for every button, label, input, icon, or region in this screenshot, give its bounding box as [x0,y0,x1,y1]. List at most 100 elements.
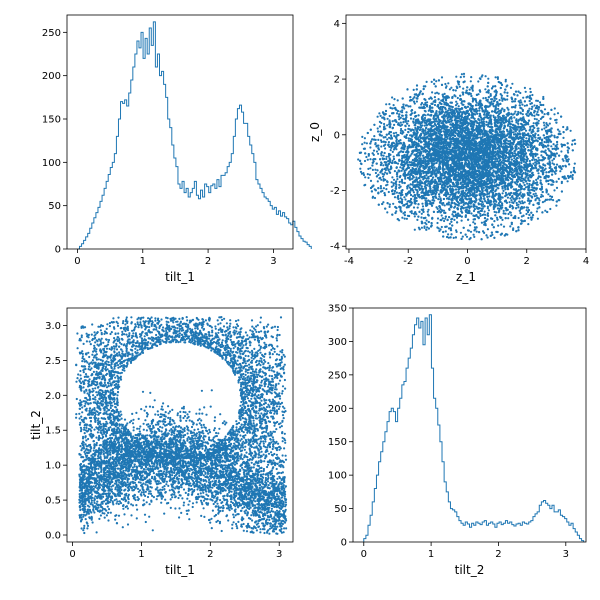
scatter-point [548,157,551,160]
scatter-point [462,72,466,75]
scatter-point [434,92,437,95]
scatter-point [377,138,380,141]
scatter-point [369,158,372,161]
scatter-point [465,235,469,238]
scatter-point [457,105,460,108]
scatter-point [517,110,520,114]
scatter-point [507,140,510,143]
scatter-point [401,109,404,112]
scatter-point [414,188,417,191]
scatter-point [510,120,514,123]
scatter-point [395,183,398,186]
scatter-point [537,119,540,122]
scatter-point [435,167,438,170]
scatter-point [569,129,572,132]
scatter-point [455,75,458,78]
scatter-point [479,212,482,215]
scatter-point [537,134,540,137]
scatter-point [424,127,428,130]
scatter-point [459,182,462,185]
scatter-point [371,168,374,171]
scatter-point [529,94,532,97]
scatter-point [568,175,571,178]
scatter-point [542,103,545,107]
scatter-point [545,191,548,194]
scatter-point [468,238,471,241]
scatter-point [511,178,514,181]
scatter-point [431,91,434,94]
scatter-point [435,161,438,165]
scatter-point [396,162,400,165]
scatter-point [555,163,559,166]
scatter-point [547,193,550,196]
scatter-point [549,195,552,198]
scatter-point [413,228,416,231]
scatter-point [537,172,540,175]
scatter-point [528,202,531,205]
scatter-point [392,202,395,205]
scatter-point [553,170,556,173]
scatter-point [420,226,423,229]
scatter-point [447,185,450,188]
scatter-point [473,235,476,238]
scatter-point [462,103,465,106]
scatter-point [401,114,404,117]
scatter-point [425,197,428,200]
scatter-point [404,177,407,180]
scatter-point [543,108,547,111]
scatter-point [433,82,436,85]
scatter-point [525,137,528,140]
scatter-point [455,191,458,194]
scatter-point [510,173,513,176]
scatter-point [506,196,509,199]
scatter-point [386,117,389,120]
scatter-point [480,75,483,78]
scatter-point [512,201,515,205]
scatter-point [400,127,403,131]
scatter-point [414,124,417,127]
scatter-point [443,204,446,207]
scatter-point [557,177,560,180]
scatter-point [535,194,538,197]
scatter-point [502,225,506,228]
scatter-point [551,147,554,150]
scatter-point [536,217,540,220]
scatter-point [391,120,394,123]
scatter-point [447,82,450,85]
x-axis-label: z_1 [456,270,476,284]
x-tick-label: 2 [205,256,211,267]
scatter-point [509,139,512,143]
scatter-point [393,98,396,101]
scatter-point [393,170,396,173]
scatter-point [437,92,440,95]
scatter-point [534,192,537,195]
scatter-point [385,155,388,158]
scatter-point [423,121,426,124]
scatter-point [367,167,370,170]
scatter-point [386,138,389,141]
scatter-point [364,176,367,179]
scatter-point [364,183,367,186]
scatter-point [501,204,504,207]
scatter-point [501,185,504,188]
scatter-point [488,195,491,198]
scatter-point [500,96,503,100]
scatter-point [361,135,364,138]
scatter-point [401,216,404,219]
scatter-point [401,111,404,114]
scatter-point [462,93,465,96]
scatter-point [498,99,501,102]
scatter-point [550,145,553,148]
scatter-point [525,209,528,212]
scatter-point [440,76,444,79]
scatter-point [412,191,415,194]
y-tick-label: 2 [334,75,340,86]
scatter-point [373,196,377,200]
scatter-point [436,226,439,229]
scatter-point [447,233,450,236]
scatter-point [433,170,436,173]
scatter-points [357,72,577,241]
y-tick-label: 50 [48,201,61,212]
scatter-point [456,96,459,100]
scatter-point [442,209,446,212]
